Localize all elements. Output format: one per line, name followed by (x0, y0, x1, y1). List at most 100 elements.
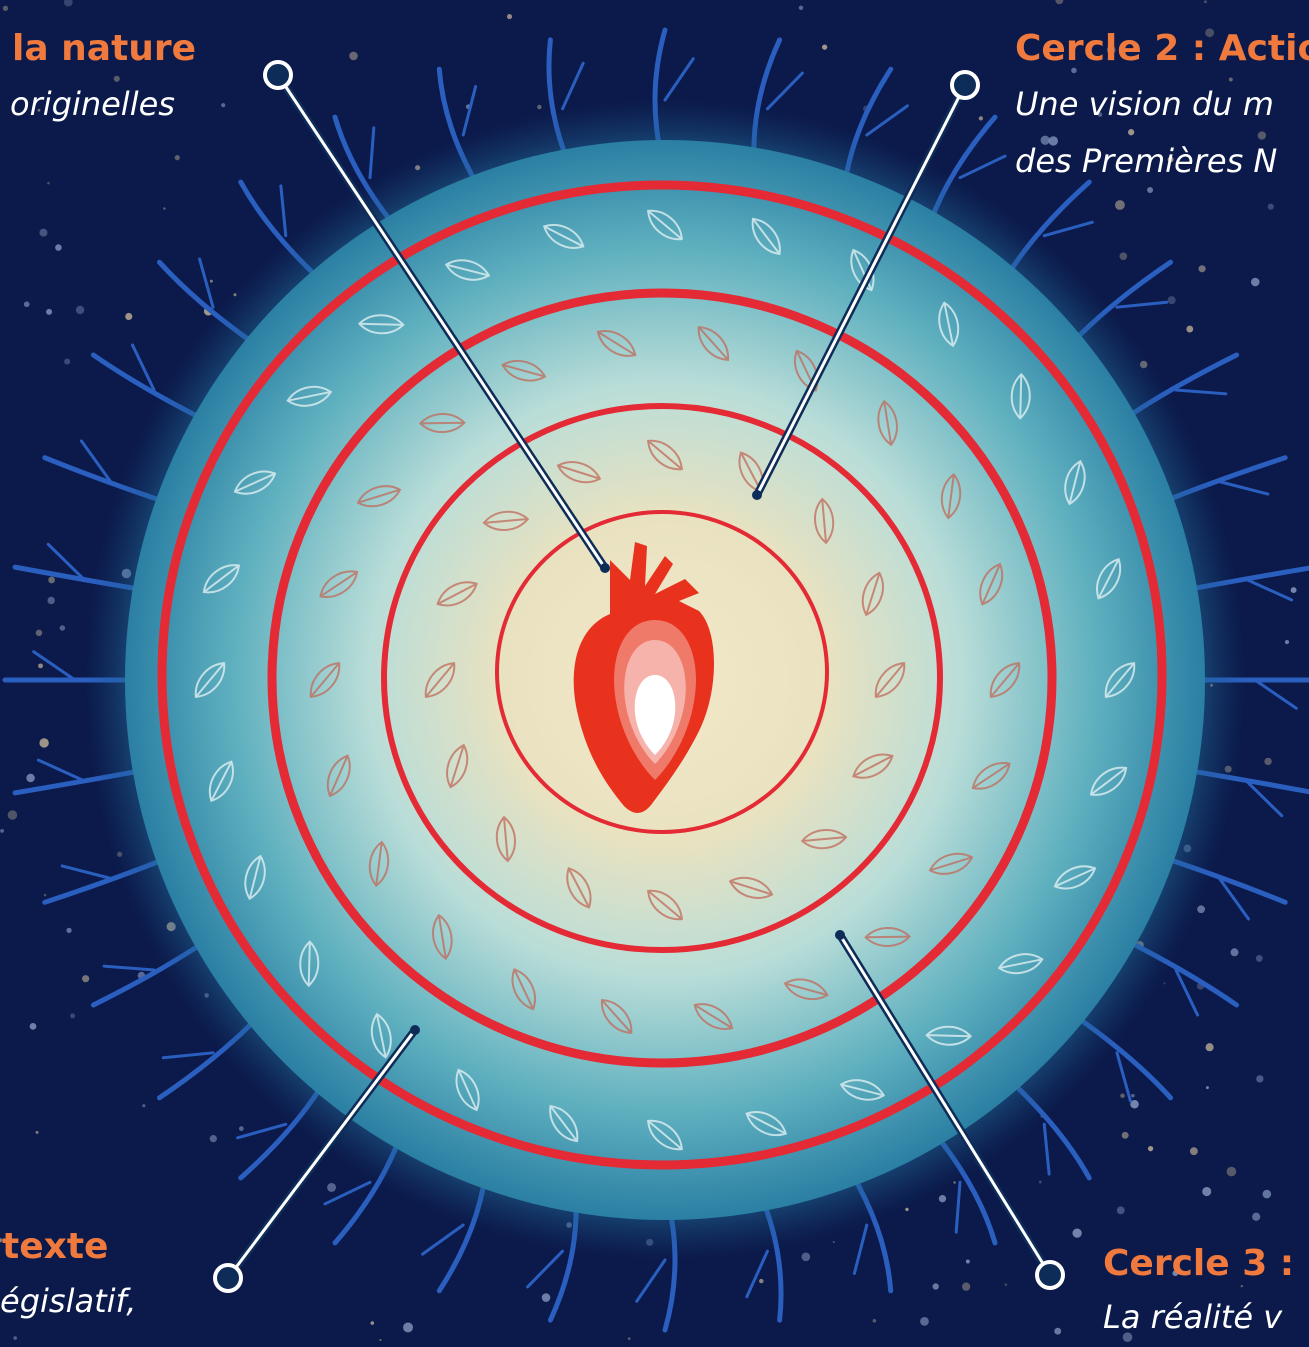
leaf-shape (971, 762, 1011, 790)
branch (745, 1249, 769, 1299)
branch (1115, 300, 1169, 309)
branch (1217, 876, 1251, 921)
leaf (925, 1025, 973, 1046)
leaf-shape (647, 1119, 683, 1151)
branch (1244, 779, 1284, 818)
leaf-shape (370, 1012, 392, 1059)
leaf (482, 510, 530, 531)
leaf-shape (647, 889, 683, 921)
branch (865, 104, 909, 137)
star (821, 44, 828, 50)
leaf-shape (495, 815, 516, 863)
star (370, 1321, 375, 1325)
star (1228, 77, 1233, 82)
star (1115, 200, 1125, 210)
star (1203, 0, 1208, 4)
star (627, 1337, 631, 1340)
leaf-shape (928, 852, 974, 875)
star (55, 244, 62, 251)
leaf (745, 1111, 788, 1136)
leaf-shape (368, 840, 390, 888)
star (938, 1195, 947, 1203)
star (1262, 1189, 1272, 1199)
star (13, 1336, 18, 1340)
star (26, 773, 35, 783)
star (1130, 1099, 1139, 1109)
star (66, 927, 72, 933)
branch (1042, 220, 1094, 238)
star (38, 663, 43, 669)
leaf (979, 562, 1004, 606)
branch (1115, 1051, 1132, 1103)
star (113, 75, 120, 82)
leaf-shape (925, 1025, 973, 1046)
leaf (971, 762, 1011, 790)
callout (263, 60, 610, 573)
star (537, 104, 542, 110)
leaf (319, 570, 359, 598)
branch (635, 1258, 667, 1303)
star (1240, 1284, 1244, 1288)
branch (852, 1223, 869, 1275)
leaf (418, 413, 466, 434)
star (1163, 982, 1166, 985)
star (39, 738, 49, 748)
leaf-shape (319, 570, 359, 598)
leaf-shape (356, 485, 402, 508)
star (1131, 1093, 1135, 1098)
leaf (928, 852, 974, 875)
star (1255, 955, 1263, 962)
star (1205, 1086, 1209, 1090)
branch (1253, 678, 1298, 710)
star (403, 1322, 414, 1333)
leaf-shape (800, 829, 848, 850)
star (1172, 1270, 1179, 1277)
leaf (309, 662, 341, 698)
leaf (566, 867, 592, 909)
star (1071, 67, 1077, 74)
leaf-shape (446, 743, 469, 789)
star (1205, 28, 1215, 38)
star (1205, 1043, 1214, 1052)
leaf (1010, 372, 1031, 420)
leaf (647, 889, 683, 921)
branch (765, 71, 804, 111)
leaf-shape (596, 330, 637, 357)
leaf-shape (1089, 766, 1128, 796)
leaf (424, 662, 456, 698)
star (1202, 1186, 1212, 1197)
star (1127, 129, 1135, 136)
leaf-shape (693, 1003, 734, 1030)
leaf (368, 840, 390, 888)
star (905, 1207, 909, 1212)
leaf (647, 209, 683, 241)
star (1264, 757, 1272, 766)
rings (157, 180, 1167, 1170)
star (221, 103, 226, 108)
star (832, 1241, 835, 1244)
leaf (783, 978, 829, 1000)
branch (198, 257, 215, 309)
leaf-shape (309, 662, 341, 698)
leaf (997, 953, 1044, 975)
leaf-shape (1104, 662, 1136, 698)
leaf-shape (697, 326, 730, 361)
leaf (1096, 557, 1121, 600)
leaf-shape (299, 940, 320, 988)
star (43, 893, 47, 897)
star (1106, 45, 1116, 55)
leaf-shape (549, 1104, 579, 1143)
leaf-shape (233, 470, 277, 495)
leaf (511, 968, 536, 1011)
branch (1174, 968, 1200, 1017)
branch (1244, 577, 1294, 602)
leaf-shape (1064, 459, 1086, 506)
star (1116, 1206, 1125, 1215)
leaf (326, 754, 351, 798)
branch (663, 57, 695, 102)
branch (161, 1051, 215, 1060)
leaf (357, 314, 405, 335)
leaf (202, 564, 241, 594)
branch (954, 1180, 962, 1234)
